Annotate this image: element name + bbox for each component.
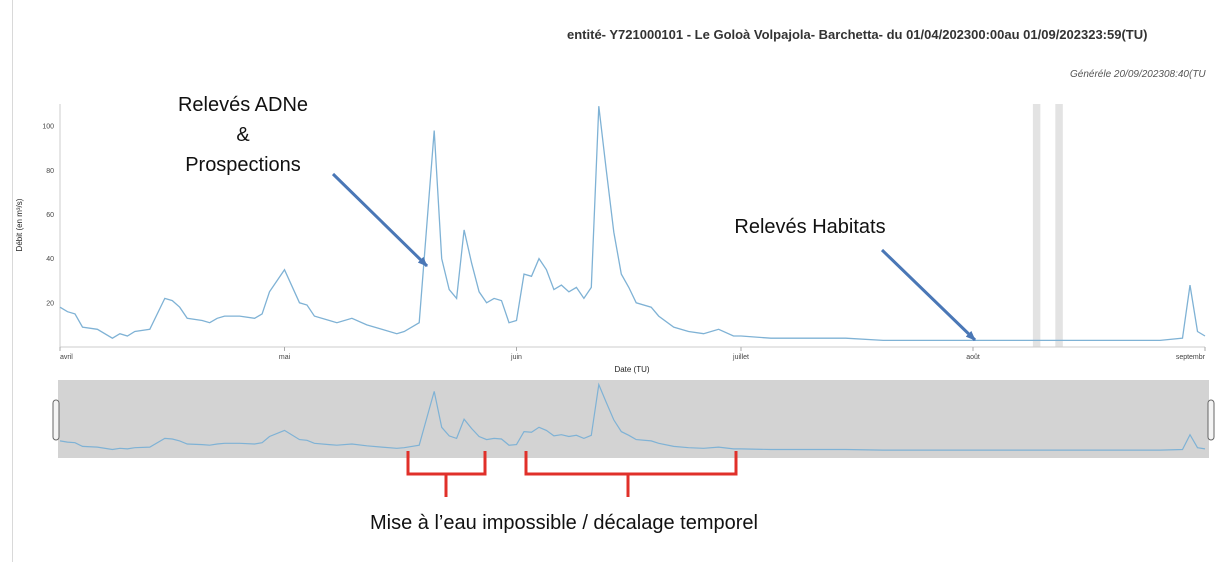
chart-header-title: entité- Y721000101 - Le Goloà Volpajola-… bbox=[567, 27, 1148, 42]
x-tick-label: août bbox=[966, 354, 980, 361]
annotation-adne-line1: Relevés ADNe bbox=[178, 94, 308, 116]
y-tick-label: 20 bbox=[46, 300, 54, 307]
x-tick-label: juillet bbox=[732, 354, 749, 361]
annotation-bottom: Mise à l’eau impossible / décalage tempo… bbox=[370, 512, 758, 534]
bracket-left-icon bbox=[406, 451, 487, 497]
bracket-right-icon bbox=[524, 451, 738, 497]
navigator-selected-area[interactable] bbox=[58, 380, 1209, 458]
annotation-adne-line2: & bbox=[236, 124, 250, 146]
annotation-habitats: Relevés Habitats bbox=[734, 216, 885, 238]
adne-arrow-icon bbox=[331, 172, 429, 268]
x-tick-label: septembr bbox=[1176, 354, 1206, 361]
y-tick-label: 40 bbox=[46, 256, 54, 263]
generated-timestamp: Généréle 20/09/202308:40(TU bbox=[1070, 69, 1206, 80]
y-tick-label: 60 bbox=[46, 212, 54, 219]
navigator-handle-right[interactable] bbox=[1207, 399, 1215, 441]
x-ticks: avril mai juin juillet août septembr bbox=[59, 347, 1206, 361]
main-plot[interactable]: 20 40 60 80 100 avril mai juin juillet août septe… bbox=[15, 104, 1206, 374]
y-ticks: 20 40 60 80 100 bbox=[42, 124, 54, 308]
y-axis-title: Débit (en m³/s) bbox=[15, 198, 24, 251]
gap-band-1 bbox=[1032, 104, 1041, 347]
annotation-adne-line3: Prospections bbox=[185, 154, 301, 176]
x-tick-label: juin bbox=[510, 354, 522, 361]
gap-band-2 bbox=[1055, 104, 1063, 347]
x-axis-title: Date (TU) bbox=[614, 365, 649, 374]
x-tick-label: mai bbox=[279, 354, 291, 361]
y-tick-label: 80 bbox=[46, 168, 54, 175]
navigator-handle-left[interactable] bbox=[52, 399, 60, 441]
x-tick-label: avril bbox=[60, 354, 73, 361]
navigator-series-line bbox=[59, 382, 1206, 451]
flow-series-line bbox=[59, 106, 1206, 342]
gap-bands bbox=[1032, 104, 1063, 347]
range-navigator[interactable] bbox=[52, 380, 1215, 458]
habitats-arrow-icon bbox=[880, 248, 977, 342]
page-left-border bbox=[12, 0, 13, 562]
y-tick-label: 100 bbox=[42, 124, 54, 131]
